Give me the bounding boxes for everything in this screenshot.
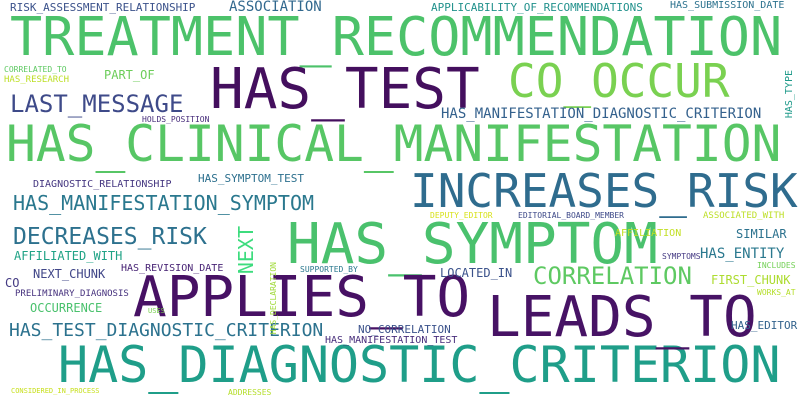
word: NEXT: [234, 226, 258, 275]
word: HAS_SYMPTOM: [287, 212, 658, 277]
word: WORKS_AT: [757, 288, 796, 297]
word: LAST_MESSAGE: [10, 90, 184, 118]
word: HAS_MANIFESTATION_DIAGNOSTIC_CRITERION: [441, 106, 762, 122]
word: HAS_ENTITY: [700, 246, 785, 262]
word: HAS_CLINICAL_MANIFESTATION: [6, 115, 782, 173]
word: ADDRESSES: [228, 388, 272, 397]
word: HOLDS_POSITION: [142, 115, 210, 124]
word: HAS_REVISION_DATE: [121, 263, 224, 274]
word: INCLUDES: [757, 261, 796, 270]
word: FIRST_CHUNK: [711, 273, 791, 287]
word: DEPUTY_EDITOR: [430, 211, 493, 220]
word: HAS_DIAGNOSTIC_CRITERION: [58, 336, 781, 394]
word: SYMPTOMS: [662, 252, 701, 261]
word: ASSOCIATION: [229, 0, 322, 15]
word: OCCURRENCE: [30, 301, 103, 315]
word: AFFILIATION: [615, 228, 682, 239]
word: CORRELATION: [533, 262, 692, 290]
word: HAS_MANIFESTATION_SYMPTOM: [13, 191, 315, 215]
word: HAS_DECLARATION: [269, 262, 278, 335]
word: NO_CORRELATION: [358, 323, 451, 336]
word: HAS_TEST_DIAGNOSTIC_CRITERION: [9, 320, 324, 341]
word: CORRELATED_TO: [4, 65, 67, 74]
word: TREATMENT_RECOMMENDATION: [10, 5, 783, 68]
word: INCREASES_RISK: [410, 164, 798, 218]
word: PART_OF: [104, 68, 155, 82]
word: HAS_TYPE: [784, 70, 795, 119]
word: SIMILAR: [736, 227, 787, 241]
word: ASSOCIATED_WITH: [703, 211, 785, 221]
word: HAS_EDITOR: [731, 319, 798, 332]
word: DIAGNOSTIC_RELATIONSHIP: [33, 179, 172, 190]
word: CONSIDERED_IN_PROCESS: [11, 387, 100, 395]
word: DECREASES_RISK: [13, 224, 207, 250]
word: EDITORIAL_BOARD_MEMBER: [518, 211, 624, 220]
word: APPLIES_TO: [133, 265, 471, 330]
word: HAS_SUBMISSION_DATE: [670, 0, 785, 11]
word: USES: [148, 307, 165, 315]
word: PRELIMINARY_DIAGNOSIS: [15, 289, 129, 299]
word: LOCATED_IN: [440, 266, 513, 280]
word: APPLICABILITY_OF_RECOMMENDATIONS: [431, 1, 643, 14]
word: LEADS_TO: [487, 285, 757, 350]
word: RISK_ASSESSMENT_RELATIONSHIP: [10, 1, 196, 14]
word: SUPPORTED_BY: [300, 265, 358, 274]
word: HAS_SYMPTOM_TEST: [198, 172, 304, 185]
word: NEXT_CHUNK: [33, 267, 106, 281]
word: HAS_MANIFESTATION_TEST: [325, 335, 458, 346]
word: AFFILIATED_WITH: [14, 249, 123, 263]
word: HAS_RESEARCH: [4, 75, 70, 85]
word: HAS_TEST: [210, 57, 480, 122]
word: CO: [5, 276, 20, 290]
word: CO_OCCUR: [508, 54, 730, 108]
